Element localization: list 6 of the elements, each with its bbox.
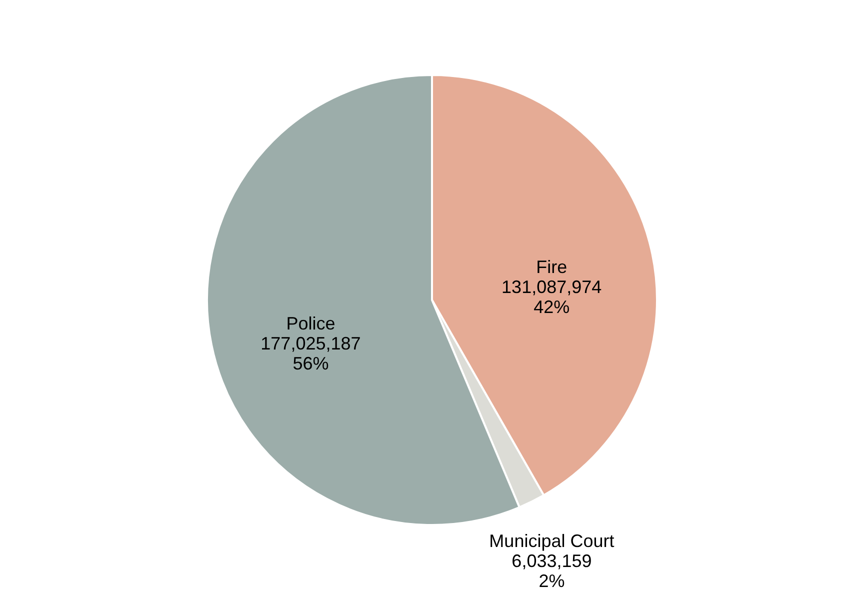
slice-label: Police: [286, 314, 336, 334]
data-label: 177,025,187 56%: [260, 334, 361, 374]
slice-label: Municipal Court: [489, 531, 614, 552]
data-label: 131,087,974 42%: [502, 277, 602, 318]
data-label: 6,033,159 2%: [512, 551, 592, 592]
slice-label: Fire: [536, 257, 568, 278]
